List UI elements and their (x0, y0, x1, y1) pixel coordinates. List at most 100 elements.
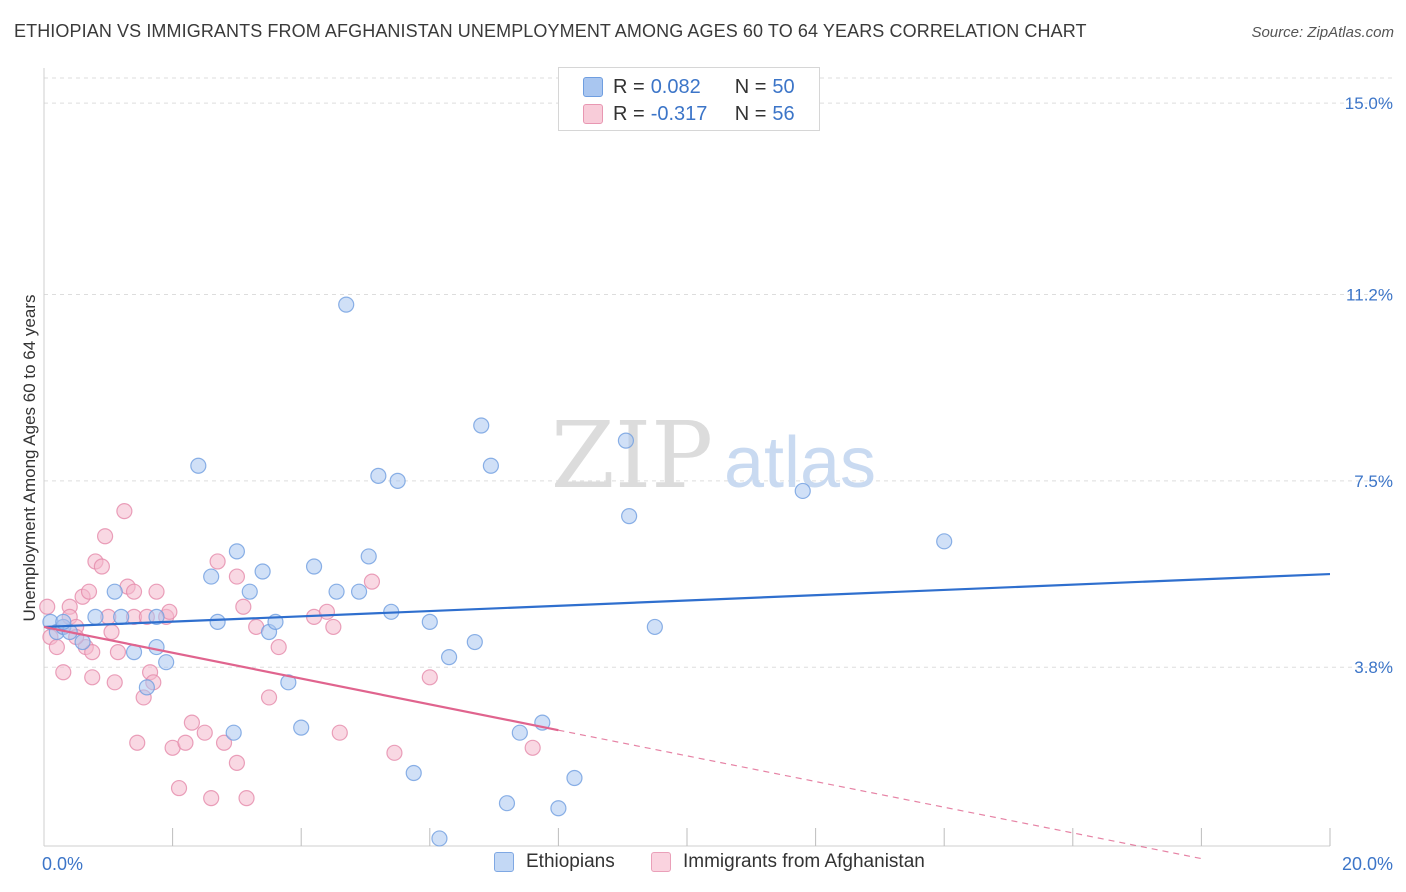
x-tick-labels: 0.0% 20.0% (42, 854, 1393, 874)
correlation-legend: R = 0.082 N = 50 R = -0.317 N = 56 (558, 67, 820, 131)
afghanistan-point (196, 724, 213, 741)
afghanistan-point (148, 583, 165, 600)
y-tick-labels: 3.8% 7.5% 11.2% 15.0% (1345, 94, 1393, 677)
afghanistan-trend-extension (558, 729, 1202, 860)
ethiopians-point (106, 583, 123, 600)
ethiopians-point (241, 583, 258, 600)
series-legend: Ethiopians Immigrants from Afghanistan (0, 851, 1406, 877)
ethiopians-point (646, 618, 663, 636)
afghanistan-point (96, 528, 114, 545)
legend-r-label: R = (613, 102, 645, 125)
ethiopians-point (87, 608, 104, 625)
afghanistan-point (260, 689, 278, 706)
legend-item-afghanistan[interactable]: Immigrants from Afghanistan (651, 851, 925, 873)
axes (43, 68, 1331, 847)
legend-r-value: 0.082 (650, 75, 701, 98)
watermark-zip: ZIP (551, 402, 713, 509)
afghanistan-point (183, 714, 200, 731)
trend-lines (43, 572, 1331, 860)
ethiopians-point (473, 417, 490, 434)
afghanistan-point (209, 553, 226, 570)
y-tick-label: 11.2% (1346, 286, 1393, 305)
legend-r-label: R = (613, 75, 645, 98)
ethiopians-point (280, 674, 297, 691)
y-tick-label: 15.0% (1345, 94, 1393, 113)
y-tick-label: 3.8% (1354, 658, 1393, 677)
afghanistan-point (203, 790, 220, 807)
ethiopians-legend-swatch (494, 852, 514, 872)
ethiopians-point (466, 633, 483, 651)
afghanistan-point (421, 669, 438, 686)
legend-item-ethiopians[interactable]: Ethiopians (494, 851, 615, 873)
afghanistan-point (238, 790, 255, 807)
ethiopians-point (511, 724, 528, 741)
afghanistan-point (331, 724, 348, 741)
ethiopians-points (42, 296, 953, 847)
legend-n-label: N = (734, 102, 767, 125)
afghanistan-point (109, 644, 127, 661)
ethiopians-point (440, 649, 458, 666)
ethiopians-point (482, 457, 499, 474)
ethiopians-point (421, 613, 438, 630)
y-tick-label: 7.5% (1354, 472, 1393, 491)
afghanistan-point (215, 734, 233, 751)
ethiopians-point (293, 719, 310, 736)
afghanistan-point (318, 603, 336, 620)
source-label: Source: ZipAtlas.com (1251, 24, 1394, 41)
legend-item-label: Immigrants from Afghanistan (683, 851, 925, 872)
y-axis-label: Unemployment Among Ages 60 to 64 years (20, 295, 39, 622)
legend-row-ethiopians: R = 0.082 N = 50 (583, 74, 795, 100)
ethiopians-point (148, 638, 165, 656)
afghanistan-point (48, 638, 65, 656)
ethiopians-point (621, 508, 638, 525)
legend-row-afghanistan: R = -0.317 N = 56 (583, 101, 795, 127)
x-tick-label: 0.0% (42, 854, 83, 874)
ethiopians-point (350, 583, 368, 600)
legend-item-label: Ethiopians (526, 851, 615, 872)
afghanistan-point (129, 734, 146, 751)
legend-n-value: 56 (772, 102, 795, 125)
ethiopians-point (158, 654, 175, 671)
ethiopians-point (431, 830, 448, 847)
ethiopians-point (225, 724, 242, 741)
ethiopians-point (794, 482, 811, 500)
legend-n-value: 50 (772, 75, 795, 98)
legend-r-value: -0.317 (650, 102, 708, 125)
ethiopians-point (138, 679, 155, 696)
afghanistan-point (39, 598, 56, 615)
ethiopians-point (360, 548, 377, 565)
ethiopians-point (328, 583, 345, 600)
afghanistan-point (84, 669, 101, 686)
ethiopians-point (305, 558, 323, 575)
watermark: ZIP atlas (551, 402, 876, 509)
afghanistan-point (80, 583, 98, 600)
afghanistan-point (170, 779, 188, 797)
afghanistan-point (84, 644, 101, 661)
afghanistan-point (103, 623, 120, 641)
afghanistan-point (228, 568, 245, 585)
afghanistan-point (228, 754, 245, 772)
ethiopians-point (405, 764, 422, 782)
afghanistan-swatch (583, 104, 603, 124)
ethiopians-point (338, 296, 355, 313)
afghanistan-trend-line (43, 625, 559, 732)
ethiopians-point (550, 800, 567, 817)
afghanistan-point (386, 744, 403, 761)
afghanistan-point (363, 573, 381, 590)
afghanistan-point (177, 734, 194, 751)
ethiopians-point (254, 563, 271, 580)
ethiopians-point (113, 608, 130, 625)
ethiopians-point (203, 568, 220, 585)
x-tick-label: 20.0% (1342, 854, 1393, 874)
chart-title: ETHIOPIAN VS IMMIGRANTS FROM AFGHANISTAN… (14, 21, 1087, 41)
ethiopians-swatch (583, 77, 603, 97)
afghanistan-points (39, 503, 541, 807)
afghanistan-point (235, 598, 252, 615)
afghanistan-point (55, 664, 72, 681)
afghanistan-point (524, 739, 541, 756)
afghanistan-legend-swatch (651, 852, 671, 872)
ethiopians-point (498, 795, 516, 812)
afghanistan-point (106, 674, 123, 691)
ethiopians-point (209, 613, 226, 630)
afghanistan-point (116, 503, 133, 520)
